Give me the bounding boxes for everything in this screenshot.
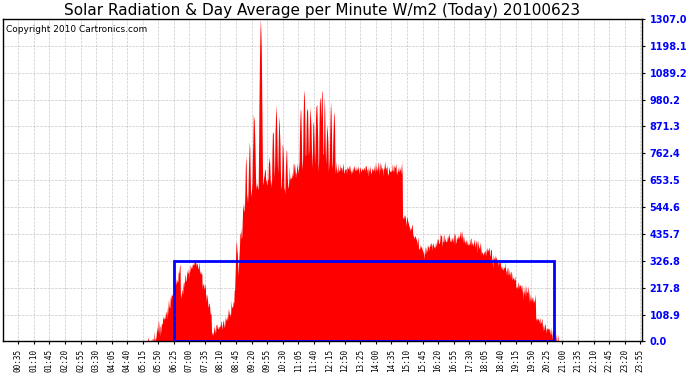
Text: Copyright 2010 Cartronics.com: Copyright 2010 Cartronics.com — [6, 26, 147, 34]
Bar — [175, 261, 555, 342]
Title: Solar Radiation & Day Average per Minute W/m2 (Today) 20100623: Solar Radiation & Day Average per Minute… — [64, 3, 580, 18]
